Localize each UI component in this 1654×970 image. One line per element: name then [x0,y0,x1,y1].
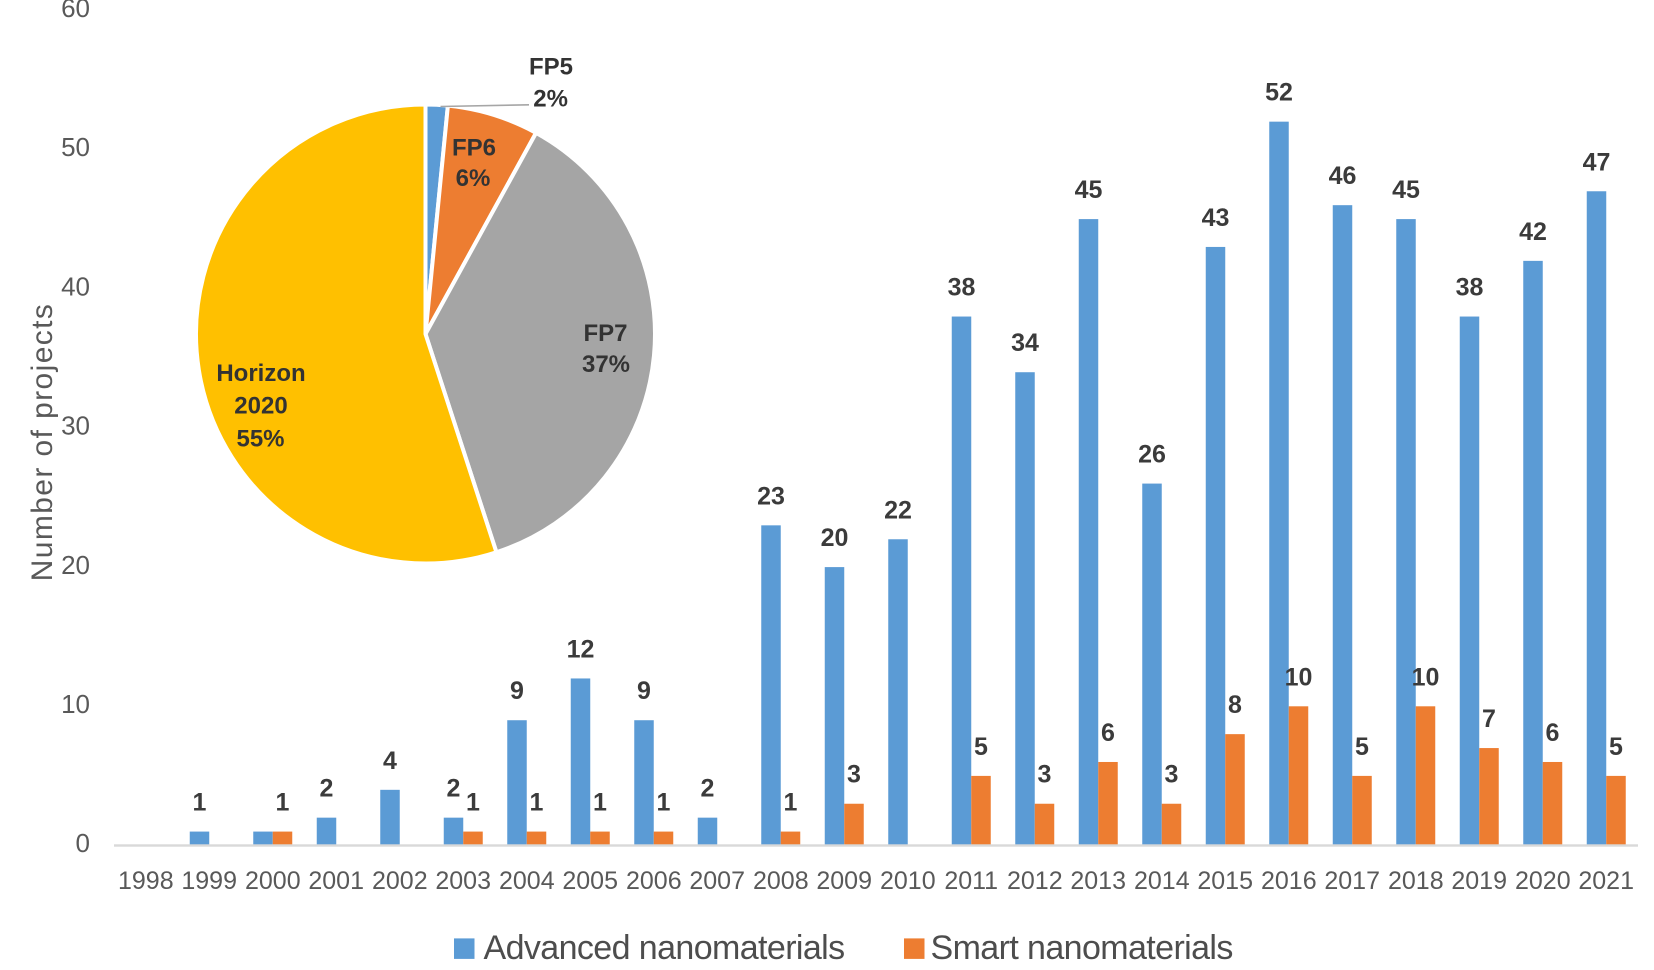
svg-text:2016: 2016 [1261,867,1317,895]
svg-text:2018: 2018 [1388,867,1444,895]
svg-text:5: 5 [974,733,988,761]
svg-text:2005: 2005 [562,867,618,895]
svg-text:4: 4 [383,747,397,775]
svg-text:1: 1 [466,789,480,817]
svg-text:5: 5 [1355,733,1369,761]
svg-text:6: 6 [1101,719,1115,747]
svg-text:FP6: FP6 [452,134,496,161]
svg-text:7: 7 [1482,705,1496,733]
svg-text:1998: 1998 [118,867,174,895]
svg-text:Number of projects: Number of projects [26,303,59,582]
svg-text:2010: 2010 [880,867,936,895]
svg-text:2: 2 [447,775,461,803]
svg-text:0: 0 [76,828,90,858]
svg-text:5: 5 [1609,733,1623,761]
svg-text:52: 52 [1265,79,1293,107]
svg-text:42: 42 [1519,218,1547,246]
svg-text:FP7: FP7 [583,320,627,347]
svg-text:FP5: FP5 [529,54,573,81]
svg-text:34: 34 [1011,329,1039,357]
svg-text:38: 38 [1456,274,1484,302]
svg-text:2019: 2019 [1451,867,1507,895]
svg-text:2008: 2008 [753,867,809,895]
svg-text:10: 10 [61,689,90,719]
svg-text:50: 50 [61,132,90,162]
svg-text:2006: 2006 [626,867,682,895]
svg-text:2%: 2% [533,86,568,113]
svg-text:3: 3 [847,761,861,789]
svg-text:2007: 2007 [689,867,745,895]
svg-text:45: 45 [1392,176,1420,204]
svg-text:2003: 2003 [435,867,491,895]
svg-text:3: 3 [1165,761,1179,789]
svg-text:2002: 2002 [372,867,428,895]
svg-text:1: 1 [593,789,607,817]
svg-text:2012: 2012 [1007,867,1063,895]
svg-text:2017: 2017 [1324,867,1380,895]
svg-text:6: 6 [1546,719,1560,747]
svg-text:2: 2 [701,775,715,803]
svg-text:30: 30 [61,411,90,441]
svg-text:2: 2 [320,775,334,803]
svg-text:1999: 1999 [181,867,237,895]
svg-text:40: 40 [61,271,90,301]
svg-text:Advanced nanomaterials: Advanced nanomaterials [484,929,845,965]
svg-text:1: 1 [276,789,290,817]
svg-text:2001: 2001 [308,867,364,895]
svg-text:3: 3 [1038,761,1052,789]
svg-text:46: 46 [1329,162,1357,190]
svg-text:60: 60 [61,0,90,23]
svg-text:9: 9 [637,677,651,705]
svg-text:47: 47 [1583,148,1611,176]
svg-text:23: 23 [757,482,785,510]
svg-text:2014: 2014 [1134,867,1190,895]
svg-text:1: 1 [193,789,207,817]
svg-text:2009: 2009 [816,867,872,895]
svg-text:Smart nanomaterials: Smart nanomaterials [931,929,1233,965]
svg-text:8: 8 [1228,691,1242,719]
svg-text:2013: 2013 [1070,867,1126,895]
svg-text:26: 26 [1138,441,1166,469]
svg-text:10: 10 [1285,663,1313,691]
svg-text:55%: 55% [236,425,284,452]
svg-text:Horizon: Horizon [216,360,305,387]
svg-text:1: 1 [530,789,544,817]
svg-text:20: 20 [61,550,90,580]
svg-text:38: 38 [948,274,976,302]
svg-text:45: 45 [1075,176,1103,204]
svg-text:22: 22 [884,496,912,524]
svg-text:2011: 2011 [944,867,998,895]
svg-text:20: 20 [821,524,849,552]
svg-text:2021: 2021 [1578,867,1634,895]
svg-text:2020: 2020 [1515,867,1571,895]
svg-text:9: 9 [510,677,524,705]
svg-text:6%: 6% [456,165,491,192]
svg-text:2020: 2020 [234,392,287,419]
svg-text:2015: 2015 [1197,867,1253,895]
svg-text:10: 10 [1412,663,1440,691]
svg-text:12: 12 [567,636,595,664]
svg-text:2000: 2000 [245,867,301,895]
svg-text:2004: 2004 [499,867,555,895]
svg-text:37%: 37% [582,351,630,378]
svg-text:1: 1 [784,789,798,817]
svg-text:43: 43 [1202,204,1230,232]
svg-text:1: 1 [657,789,671,817]
